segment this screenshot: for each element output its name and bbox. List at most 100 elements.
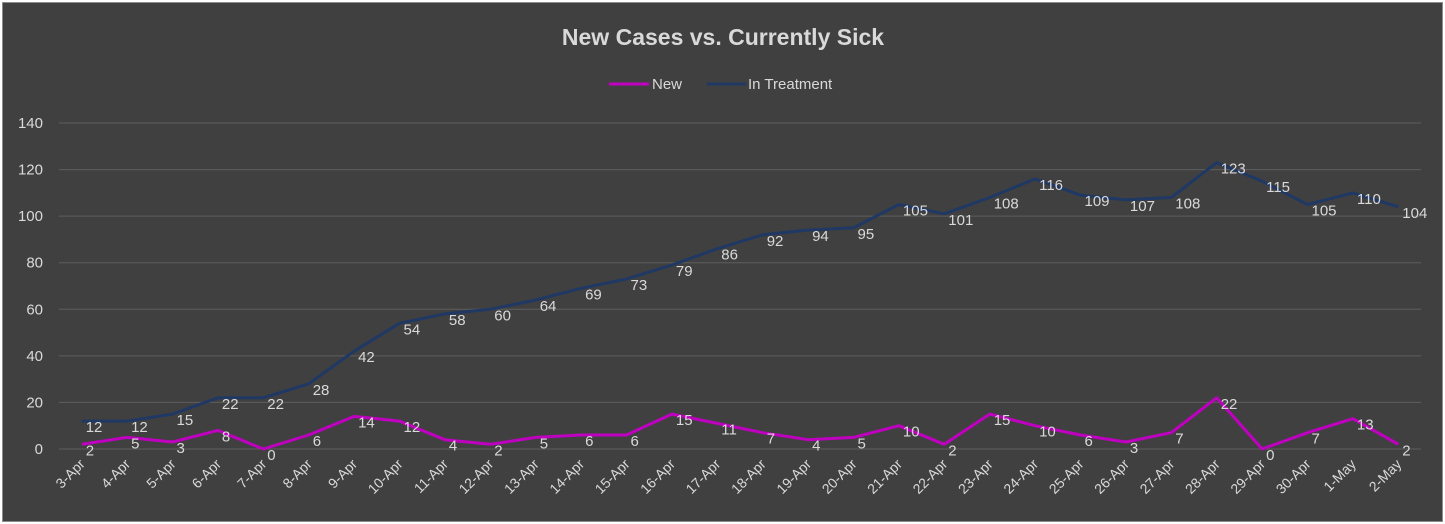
x-tick-label: 20-Apr: [819, 456, 860, 497]
x-tick-label: 19-Apr: [773, 456, 814, 497]
x-tick-label: 29-Apr: [1227, 456, 1268, 497]
x-tick-label: 26-Apr: [1091, 456, 1132, 497]
data-label-new: 4: [812, 438, 820, 455]
data-label-in-treatment: 116: [1039, 177, 1063, 194]
y-tick-label: 80: [26, 255, 43, 272]
data-label-in-treatment: 105: [1312, 203, 1337, 220]
x-tick-label: 23-Apr: [955, 456, 996, 497]
data-label-in-treatment: 104: [1402, 205, 1427, 222]
series-lines: [81, 161, 1400, 451]
data-label-new: 3: [1130, 440, 1138, 457]
data-label-in-treatment: 22: [222, 396, 239, 413]
x-tick-label: 24-Apr: [1000, 456, 1041, 497]
x-tick-label: 25-Apr: [1046, 456, 1087, 497]
data-label-new: 12: [404, 419, 421, 436]
data-label-in-treatment: 86: [721, 247, 738, 264]
data-label-new: 22: [1221, 396, 1238, 413]
x-tick-label: 4-Apr: [98, 456, 134, 492]
x-tick-label: 2-May: [1366, 456, 1405, 495]
y-tick-label: 120: [18, 162, 43, 179]
data-label-in-treatment: 15: [177, 412, 194, 429]
y-tick-label: 0: [35, 441, 43, 458]
data-label-new: 2: [948, 442, 956, 459]
data-label-new: 5: [131, 435, 139, 452]
data-label-new: 5: [540, 435, 548, 452]
gridlines: [59, 122, 1421, 450]
data-label-in-treatment: 79: [676, 263, 693, 280]
data-label-in-treatment: 22: [267, 396, 284, 413]
legend: New In Treatment: [609, 76, 833, 93]
x-tick-label: 22-Apr: [909, 456, 950, 497]
data-label-in-treatment: 115: [1266, 179, 1290, 196]
x-tick-label: 16-Apr: [637, 456, 678, 497]
y-tick-label: 60: [26, 301, 43, 318]
data-label-in-treatment: 92: [767, 233, 784, 250]
series-line-in-treatment: [81, 161, 1399, 423]
data-label-in-treatment: 60: [494, 307, 511, 324]
data-label-in-treatment: 12: [131, 419, 148, 436]
x-tick-label: 11-Apr: [411, 456, 452, 497]
legend-new-label: New: [652, 76, 682, 93]
y-tick-label: 140: [18, 115, 43, 132]
data-label-new: 3: [177, 440, 185, 457]
data-label-new: 6: [313, 433, 321, 450]
x-tick-label: 8-Apr: [279, 456, 315, 492]
chart-title: New Cases vs. Currently Sick: [562, 24, 884, 50]
data-label-in-treatment: 109: [1085, 193, 1110, 210]
x-tick-label: 17-Apr: [682, 456, 723, 497]
data-label-in-treatment: 108: [1175, 196, 1200, 213]
y-axis: 0 20 40 60 80 100 120 140: [18, 115, 43, 458]
data-label-new: 15: [994, 412, 1011, 429]
x-tick-label: 15-Apr: [592, 456, 633, 497]
x-tick-label: 27-Apr: [1136, 456, 1177, 497]
data-label-in-treatment: 94: [812, 228, 829, 245]
data-label-new: 6: [631, 433, 639, 450]
data-label-new: 10: [903, 424, 920, 441]
data-label-new: 6: [1085, 433, 1093, 450]
x-tick-label: 30-Apr: [1273, 456, 1314, 497]
data-label-in-treatment: 69: [585, 286, 602, 303]
data-label-in-treatment: 12: [86, 419, 103, 436]
data-label-new: 7: [1175, 431, 1183, 448]
x-tick-label: 3-Apr: [52, 456, 88, 492]
data-label-in-treatment: 101: [948, 212, 973, 229]
x-tick-label: 12-Apr: [455, 456, 496, 497]
data-label-new: 4: [449, 438, 457, 455]
data-label-new: 7: [1312, 431, 1320, 448]
data-label-in-treatment: 110: [1357, 191, 1381, 208]
data-label-new: 8: [222, 428, 230, 445]
data-label-in-treatment: 42: [358, 349, 375, 366]
x-axis: 3-Apr 4-Apr 5-Apr 6-Apr 7-Apr 8-Apr 9-Apr 10-Ap…: [52, 456, 1404, 497]
y-tick-label: 20: [26, 394, 43, 411]
line-chart: New Cases vs. Currently Sick New In Trea…: [18, 24, 1428, 497]
data-label-new: 2: [494, 442, 502, 459]
data-label-in-treatment: 123: [1221, 161, 1246, 178]
data-label-new: 13: [1357, 417, 1374, 434]
y-tick-label: 100: [18, 208, 43, 225]
data-label-new: 15: [676, 412, 693, 429]
x-tick-label: 7-Apr: [234, 456, 270, 492]
x-tick-label: 10-Apr: [365, 456, 406, 497]
data-label-new: 14: [358, 414, 375, 431]
data-label-in-treatment: 107: [1130, 198, 1155, 215]
data-label-new: 0: [267, 447, 275, 464]
x-tick-label: 13-Apr: [501, 456, 542, 497]
x-tick-label: 1-May: [1320, 456, 1359, 495]
x-tick-label: 5-Apr: [143, 456, 179, 492]
x-tick-label: 6-Apr: [189, 456, 225, 492]
series-line-new: [81, 396, 1400, 451]
data-label-new: 10: [1039, 424, 1056, 441]
data-label-in-treatment: 28: [313, 382, 330, 399]
data-label-in-treatment: 54: [404, 321, 421, 338]
data-label-new: 5: [858, 435, 866, 452]
data-label-in-treatment: 108: [994, 196, 1019, 213]
x-tick-label: 18-Apr: [728, 456, 769, 497]
data-label-new: 7: [767, 431, 775, 448]
data-label-in-treatment: 64: [540, 298, 557, 315]
y-tick-label: 40: [26, 348, 43, 365]
data-label-in-treatment: 95: [858, 226, 875, 243]
legend-in-treatment-label: In Treatment: [748, 76, 833, 93]
data-label-new: 6: [585, 433, 593, 450]
